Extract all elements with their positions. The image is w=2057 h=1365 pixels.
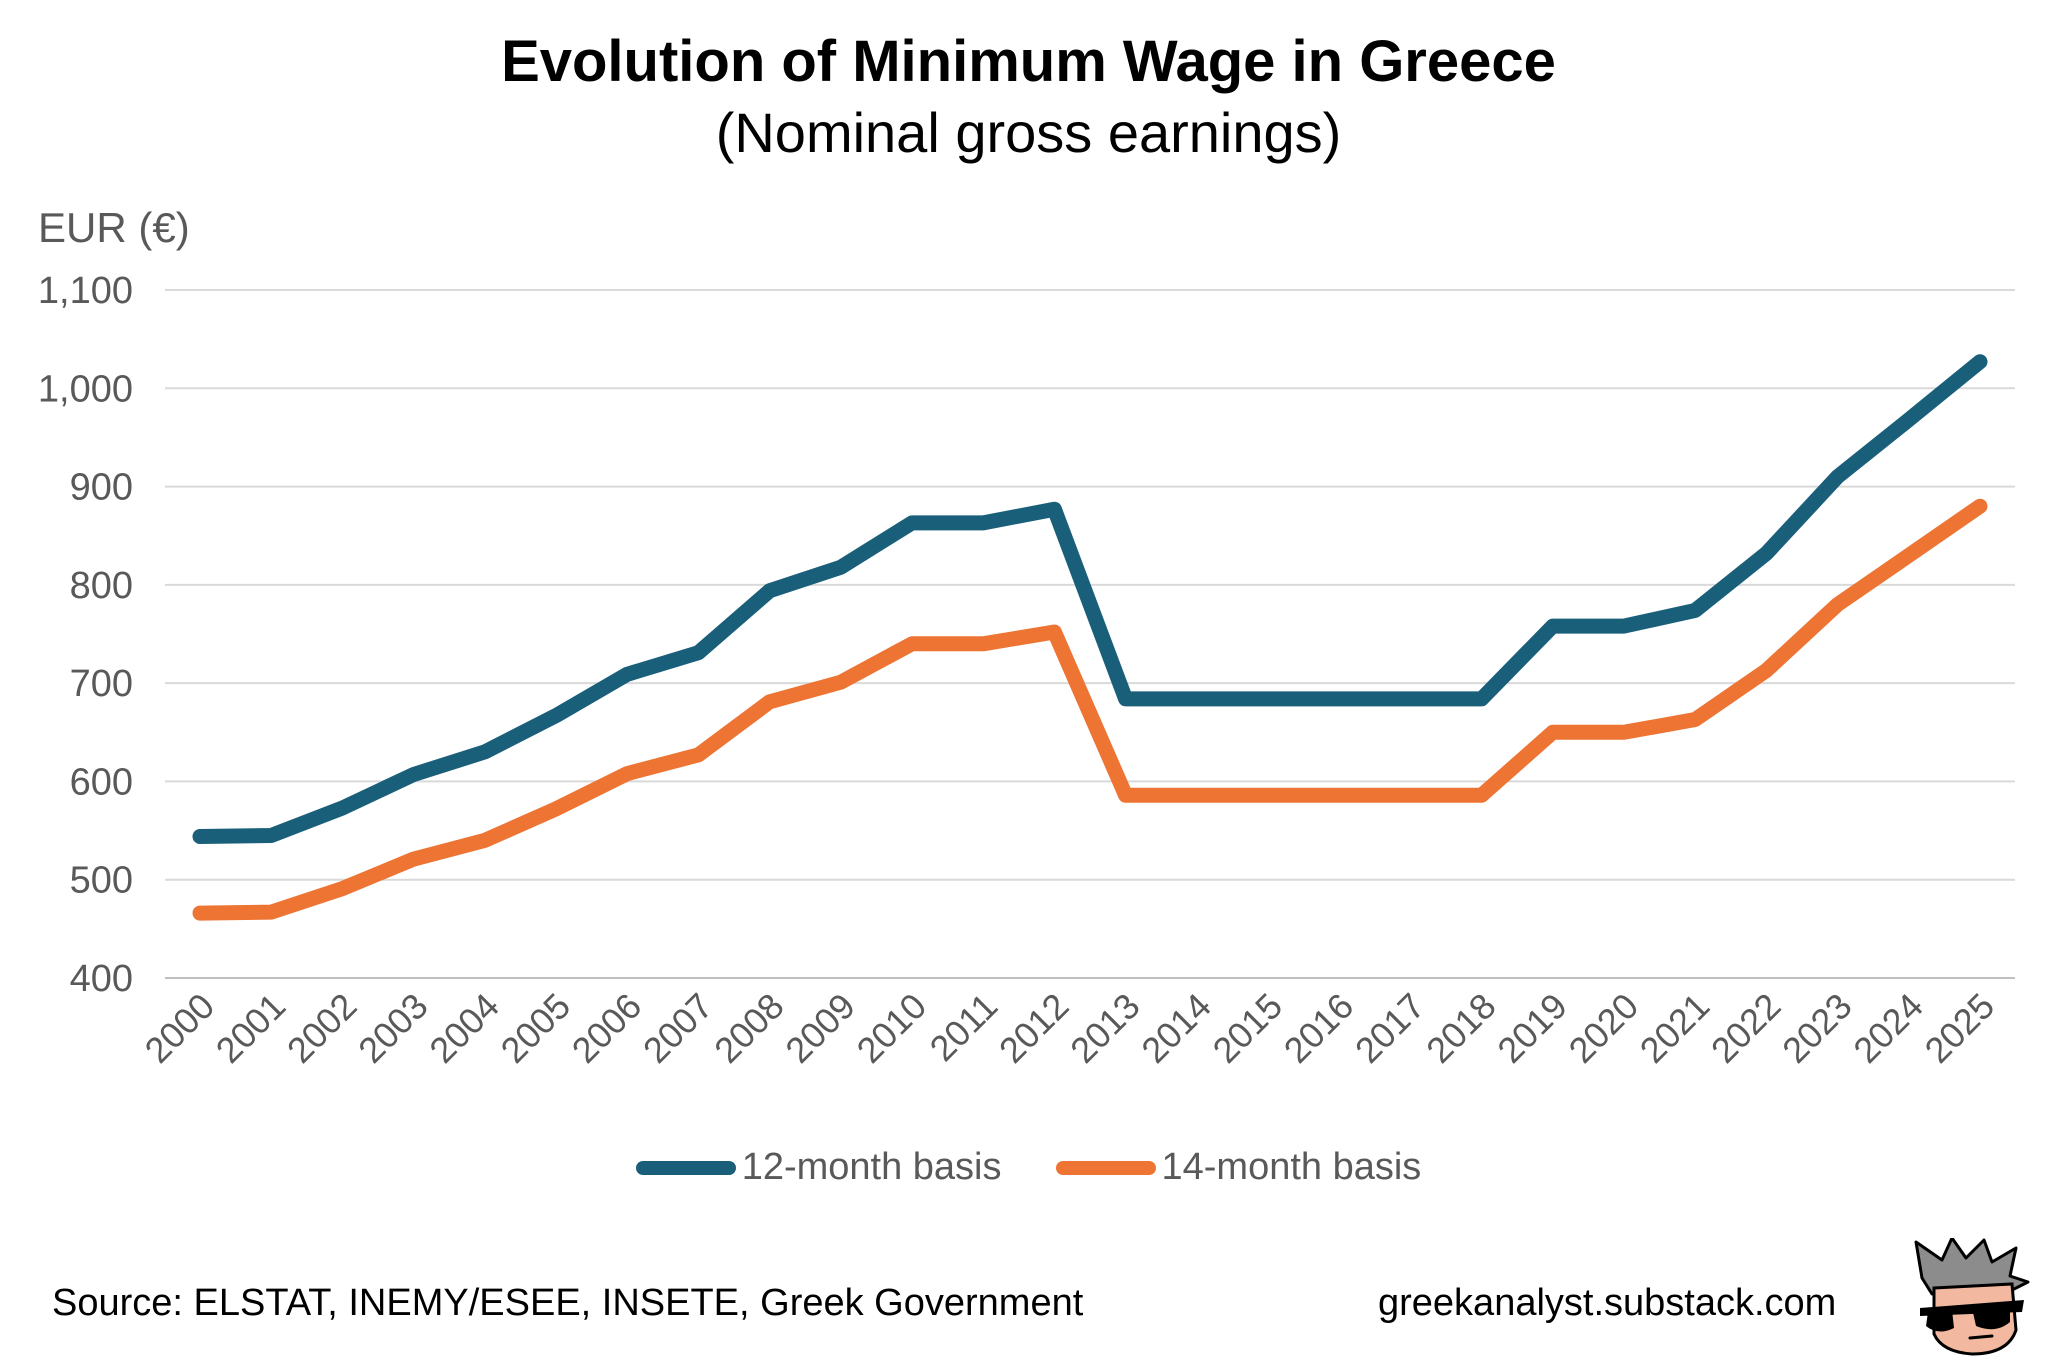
x-tick-label: 2018: [1418, 985, 1504, 1071]
source-note: Source: ELSTAT, INEMY/ESEE, INSETE, Gree…: [52, 1282, 1084, 1324]
x-tick-label: 2016: [1276, 985, 1362, 1071]
y-tick-label: 600: [70, 761, 133, 803]
x-tick-label: 2013: [1062, 985, 1148, 1071]
x-tick-label: 2009: [777, 985, 863, 1071]
y-tick-label: 1,100: [38, 270, 133, 312]
y-tick-label: 500: [70, 860, 133, 902]
x-tick-label: 2017: [1347, 985, 1433, 1071]
legend-item-14-month[interactable]: 14-month basis: [1055, 1146, 1422, 1189]
x-tick-label: 2021: [1632, 985, 1718, 1071]
x-tick-label: 2024: [1845, 985, 1931, 1071]
x-tick-label: 2020: [1561, 985, 1647, 1071]
legend-item-12-month[interactable]: 12-month basis: [635, 1146, 1002, 1189]
y-tick-label: 1,000: [38, 368, 133, 410]
line-chart: EUR (€)4005006007008009001,0001,10020002…: [38, 204, 2015, 1071]
chart-subtitle: (Nominal gross earnings): [715, 101, 1342, 164]
x-tick-label: 2019: [1489, 985, 1575, 1071]
series-line-14-month: [192, 498, 1988, 921]
legend-label-12-month: 12-month basis: [741, 1146, 1002, 1188]
x-tick-label: 2000: [137, 985, 223, 1071]
legend-swatch-14-month: [1055, 1160, 1156, 1175]
x-tick-label: 2015: [1205, 985, 1291, 1071]
legend-label-14-month: 14-month basis: [1161, 1146, 1422, 1188]
y-tick-label: 900: [70, 467, 133, 509]
x-tick-label: 2008: [706, 985, 792, 1071]
x-tick-label: 2006: [564, 985, 650, 1071]
legend-swatch-12-month: [635, 1160, 736, 1175]
x-tick-label: 2011: [922, 985, 1006, 1069]
y-tick-label: 400: [70, 958, 133, 1000]
x-tick-label: 2012: [991, 985, 1077, 1071]
x-tick-label: 2005: [493, 985, 579, 1071]
x-tick-label: 2014: [1133, 985, 1219, 1071]
series-line-12-month: [192, 354, 1988, 844]
x-tick-label: 2010: [849, 985, 935, 1071]
x-tick-label: 2025: [1917, 985, 2003, 1071]
y-tick-label: 800: [70, 565, 133, 607]
x-tick-label: 2002: [279, 985, 365, 1071]
y-axis-label: EUR (€): [38, 204, 190, 251]
x-tick-label: 2007: [635, 985, 721, 1071]
chart-title: Evolution of Minimum Wage in Greece: [501, 29, 1556, 94]
sunglasses-face-icon: [1914, 1238, 2030, 1356]
x-tick-label: 2003: [350, 985, 436, 1071]
x-tick-label: 2023: [1774, 985, 1860, 1071]
y-tick-label: 700: [70, 663, 133, 705]
x-tick-label: 2022: [1703, 985, 1789, 1071]
x-tick-label: 2004: [421, 985, 507, 1071]
x-tick-label: 2001: [208, 985, 294, 1071]
legend: 12-month basis 14-month basis: [0, 1146, 2057, 1189]
site-link[interactable]: greekanalyst.substack.com: [1378, 1282, 1837, 1324]
